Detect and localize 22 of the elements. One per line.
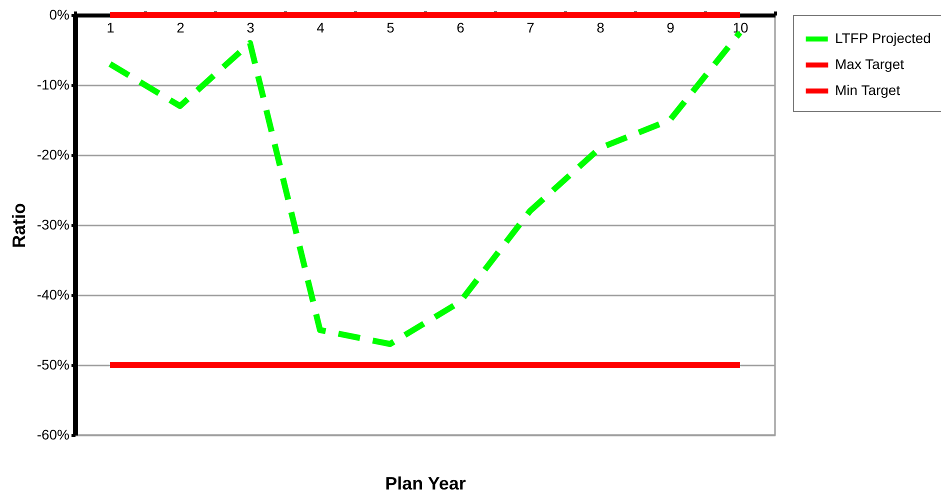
y-tick-label: -60% [36, 426, 70, 442]
x-axis-title: Plan Year [385, 474, 466, 494]
y-tick-label: 0% [49, 6, 70, 22]
x-tick-label: 8 [596, 20, 605, 36]
x-tick-label: 6 [456, 20, 465, 36]
x-tick-label: 9 [666, 20, 675, 36]
y-axis-title: Ratio [8, 202, 29, 248]
y-tick-label: -30% [36, 216, 70, 232]
y-tick-label: -40% [36, 286, 70, 302]
x-tick-label: 2 [176, 20, 185, 36]
x-tick-label: 1 [106, 20, 115, 36]
legend-label: Max Target [835, 56, 904, 72]
x-tick-label: 5 [386, 20, 395, 36]
x-tick-label: 3 [246, 20, 255, 36]
y-tick-label: -50% [36, 356, 70, 372]
legend-label: LTFP Projected [835, 30, 931, 46]
y-tick-label: -10% [36, 76, 70, 92]
x-tick-label: 10 [732, 20, 748, 36]
y-tick-label: -20% [36, 146, 70, 162]
x-tick-label: 4 [316, 20, 325, 36]
x-tick-label: 7 [526, 20, 535, 36]
legend-label: Min Target [835, 82, 900, 98]
